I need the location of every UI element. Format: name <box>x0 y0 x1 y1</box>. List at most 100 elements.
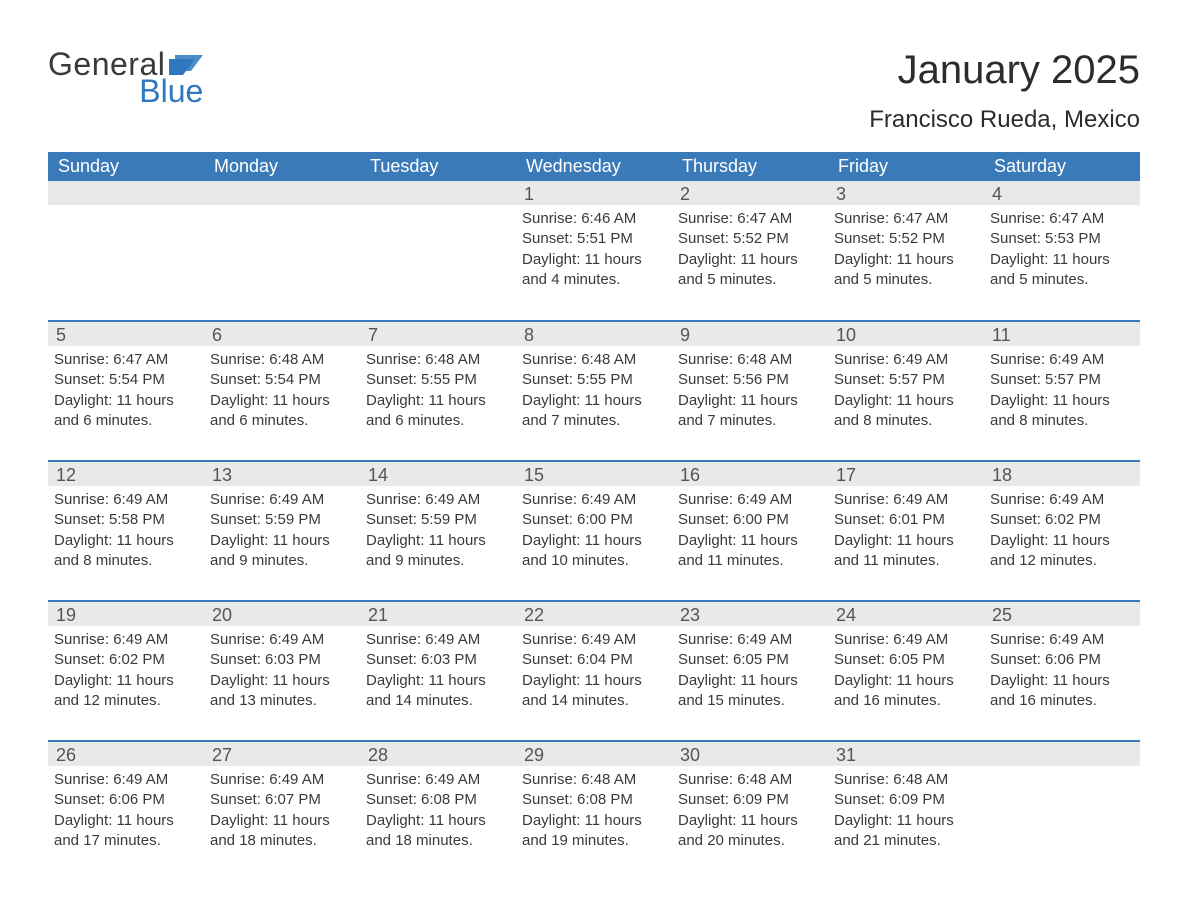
day-line-d2: and 17 minutes. <box>54 831 198 851</box>
day-line-ss: Sunset: 6:08 PM <box>366 790 510 810</box>
day-number: 31 <box>828 742 984 766</box>
day-line-d2: and 14 minutes. <box>366 691 510 711</box>
day-number: 21 <box>360 602 516 626</box>
day-number: 16 <box>672 462 828 486</box>
day-line-d1: Daylight: 11 hours <box>210 391 354 411</box>
day-number <box>204 181 360 205</box>
day-cell: 13Sunrise: 6:49 AMSunset: 5:59 PMDayligh… <box>204 461 360 601</box>
day-cell: 21Sunrise: 6:49 AMSunset: 6:03 PMDayligh… <box>360 601 516 741</box>
day-line-ss: Sunset: 5:56 PM <box>678 370 822 390</box>
day-line-sr: Sunrise: 6:49 AM <box>522 630 666 650</box>
day-line-ss: Sunset: 5:59 PM <box>366 510 510 530</box>
day-body: Sunrise: 6:49 AMSunset: 5:57 PMDaylight:… <box>984 346 1140 435</box>
day-body: Sunrise: 6:47 AMSunset: 5:54 PMDaylight:… <box>48 346 204 435</box>
day-header: Saturday <box>984 152 1140 181</box>
day-number: 22 <box>516 602 672 626</box>
day-line-sr: Sunrise: 6:47 AM <box>834 209 978 229</box>
day-cell: 11Sunrise: 6:49 AMSunset: 5:57 PMDayligh… <box>984 321 1140 461</box>
day-line-sr: Sunrise: 6:48 AM <box>522 770 666 790</box>
day-cell: 27Sunrise: 6:49 AMSunset: 6:07 PMDayligh… <box>204 741 360 881</box>
day-number: 2 <box>672 181 828 205</box>
day-body: Sunrise: 6:48 AMSunset: 6:09 PMDaylight:… <box>828 766 984 855</box>
day-line-d1: Daylight: 11 hours <box>678 671 822 691</box>
day-line-d1: Daylight: 11 hours <box>54 671 198 691</box>
day-number: 17 <box>828 462 984 486</box>
day-cell <box>360 181 516 321</box>
day-line-sr: Sunrise: 6:48 AM <box>210 350 354 370</box>
day-cell: 1Sunrise: 6:46 AMSunset: 5:51 PMDaylight… <box>516 181 672 321</box>
day-number: 25 <box>984 602 1140 626</box>
day-line-sr: Sunrise: 6:49 AM <box>366 630 510 650</box>
day-body: Sunrise: 6:48 AMSunset: 6:08 PMDaylight:… <box>516 766 672 855</box>
day-line-ss: Sunset: 6:03 PM <box>366 650 510 670</box>
day-number: 7 <box>360 322 516 346</box>
day-line-d1: Daylight: 11 hours <box>834 671 978 691</box>
day-number: 13 <box>204 462 360 486</box>
day-number: 8 <box>516 322 672 346</box>
day-line-d1: Daylight: 11 hours <box>54 811 198 831</box>
day-body: Sunrise: 6:48 AMSunset: 5:54 PMDaylight:… <box>204 346 360 435</box>
day-line-d2: and 6 minutes. <box>210 411 354 431</box>
day-line-ss: Sunset: 5:57 PM <box>834 370 978 390</box>
day-number: 3 <box>828 181 984 205</box>
day-cell: 5Sunrise: 6:47 AMSunset: 5:54 PMDaylight… <box>48 321 204 461</box>
day-header: Monday <box>204 152 360 181</box>
day-body: Sunrise: 6:49 AMSunset: 6:05 PMDaylight:… <box>672 626 828 715</box>
day-line-d2: and 9 minutes. <box>366 551 510 571</box>
day-line-d2: and 12 minutes. <box>990 551 1134 571</box>
day-header-row: Sunday Monday Tuesday Wednesday Thursday… <box>48 152 1140 181</box>
day-line-ss: Sunset: 6:02 PM <box>54 650 198 670</box>
day-header: Thursday <box>672 152 828 181</box>
day-line-ss: Sunset: 5:54 PM <box>54 370 198 390</box>
header: General Blue January 2025 Francisco Rued… <box>48 48 1140 134</box>
day-line-sr: Sunrise: 6:48 AM <box>678 770 822 790</box>
day-line-sr: Sunrise: 6:47 AM <box>678 209 822 229</box>
day-line-d2: and 4 minutes. <box>522 270 666 290</box>
day-number <box>984 742 1140 766</box>
day-number: 30 <box>672 742 828 766</box>
day-line-sr: Sunrise: 6:49 AM <box>990 350 1134 370</box>
day-line-ss: Sunset: 5:58 PM <box>54 510 198 530</box>
day-body: Sunrise: 6:47 AMSunset: 5:53 PMDaylight:… <box>984 205 1140 294</box>
day-line-sr: Sunrise: 6:49 AM <box>678 490 822 510</box>
day-line-sr: Sunrise: 6:49 AM <box>834 630 978 650</box>
day-cell: 26Sunrise: 6:49 AMSunset: 6:06 PMDayligh… <box>48 741 204 881</box>
day-line-d1: Daylight: 11 hours <box>210 531 354 551</box>
day-number: 6 <box>204 322 360 346</box>
day-line-d2: and 16 minutes. <box>834 691 978 711</box>
day-line-d2: and 15 minutes. <box>678 691 822 711</box>
day-line-d2: and 5 minutes. <box>678 270 822 290</box>
day-number: 26 <box>48 742 204 766</box>
day-line-d2: and 19 minutes. <box>522 831 666 851</box>
day-line-d2: and 13 minutes. <box>210 691 354 711</box>
day-body: Sunrise: 6:49 AMSunset: 6:00 PMDaylight:… <box>516 486 672 575</box>
day-cell: 24Sunrise: 6:49 AMSunset: 6:05 PMDayligh… <box>828 601 984 741</box>
day-body: Sunrise: 6:49 AMSunset: 6:08 PMDaylight:… <box>360 766 516 855</box>
day-cell: 25Sunrise: 6:49 AMSunset: 6:06 PMDayligh… <box>984 601 1140 741</box>
day-body: Sunrise: 6:49 AMSunset: 6:00 PMDaylight:… <box>672 486 828 575</box>
day-line-d2: and 8 minutes. <box>834 411 978 431</box>
week-row: 12Sunrise: 6:49 AMSunset: 5:58 PMDayligh… <box>48 461 1140 601</box>
day-cell: 28Sunrise: 6:49 AMSunset: 6:08 PMDayligh… <box>360 741 516 881</box>
day-body: Sunrise: 6:47 AMSunset: 5:52 PMDaylight:… <box>828 205 984 294</box>
day-line-d2: and 5 minutes. <box>990 270 1134 290</box>
day-line-sr: Sunrise: 6:46 AM <box>522 209 666 229</box>
day-number: 5 <box>48 322 204 346</box>
day-line-d2: and 6 minutes. <box>366 411 510 431</box>
day-line-ss: Sunset: 5:51 PM <box>522 229 666 249</box>
day-line-d2: and 21 minutes. <box>834 831 978 851</box>
day-line-ss: Sunset: 5:52 PM <box>678 229 822 249</box>
day-body: Sunrise: 6:49 AMSunset: 6:05 PMDaylight:… <box>828 626 984 715</box>
day-body: Sunrise: 6:49 AMSunset: 5:59 PMDaylight:… <box>204 486 360 575</box>
day-body: Sunrise: 6:49 AMSunset: 5:58 PMDaylight:… <box>48 486 204 575</box>
day-cell: 15Sunrise: 6:49 AMSunset: 6:00 PMDayligh… <box>516 461 672 601</box>
page: General Blue January 2025 Francisco Rued… <box>0 0 1188 921</box>
day-body: Sunrise: 6:49 AMSunset: 5:59 PMDaylight:… <box>360 486 516 575</box>
day-line-sr: Sunrise: 6:49 AM <box>54 770 198 790</box>
day-line-ss: Sunset: 5:53 PM <box>990 229 1134 249</box>
day-line-ss: Sunset: 6:00 PM <box>522 510 666 530</box>
day-number: 11 <box>984 322 1140 346</box>
day-line-sr: Sunrise: 6:49 AM <box>54 630 198 650</box>
day-line-d1: Daylight: 11 hours <box>522 250 666 270</box>
day-header: Friday <box>828 152 984 181</box>
